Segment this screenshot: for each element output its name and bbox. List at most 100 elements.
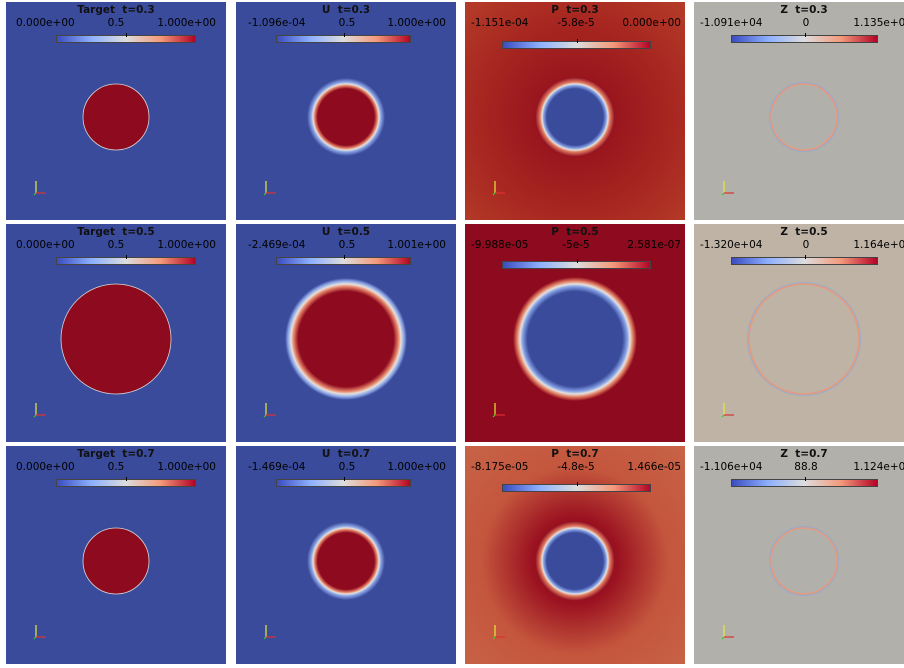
colorbar-max-label: 1.000e+00 xyxy=(387,17,446,29)
colorbar-mid-label: 0 xyxy=(802,239,810,251)
panel-p-row-1: P t=0.3 -1.151e-04 -5.8e-5 0.000e+00 xyxy=(465,2,685,220)
panel-title: Z t=0.7 xyxy=(780,448,828,460)
colorbar-labels: -1.320e+04 0 1.164e+04 xyxy=(700,239,904,253)
colorbar-labels: -8.175e-05 -4.8e-5 1.466e-05 xyxy=(471,461,681,475)
colorbar-mid-tick xyxy=(576,482,578,486)
colorbar-labels: -9.988e-05 -5e-5 2.581e-07 xyxy=(471,239,681,253)
colorbar xyxy=(731,477,878,487)
panel-p-row-2: P t=0.5 -9.988e-05 -5e-5 2.581e-07 xyxy=(465,224,685,442)
solution-circle xyxy=(285,278,407,400)
field-plot xyxy=(465,224,685,442)
panel-p-row-3: P t=0.7 -8.175e-05 -4.8e-5 1.466e-05 xyxy=(465,446,685,664)
colorbar-mid-label: -5e-5 xyxy=(562,239,590,251)
colorbar-mid-tick xyxy=(126,33,127,37)
panel-target-row-1: Target t=0.3 0.000e+00 0.5 1.000e+00 xyxy=(6,2,226,220)
orientation-axes-icon xyxy=(721,403,734,418)
colorbar-max-label: 1.000e+00 xyxy=(157,461,216,473)
colorbar-mid-tick xyxy=(804,477,806,481)
colorbar xyxy=(502,39,651,49)
target-circle xyxy=(82,83,150,151)
colorbar-mid-label: 0.5 xyxy=(338,239,356,251)
colorbar-max-label: 1.466e-05 xyxy=(627,461,681,473)
panel-title: Target t=0.7 xyxy=(77,448,155,460)
colorbar-mid-label: -4.8e-5 xyxy=(557,461,595,473)
panel-target-row-3: Target t=0.7 0.000e+00 0.5 1.000e+00 xyxy=(6,446,226,664)
colorbar-min-label: -9.988e-05 xyxy=(471,239,529,251)
colorbar-max-label: 1.000e+00 xyxy=(157,239,216,251)
panel-u-row-3: U t=0.7 -1.469e-04 0.5 1.000e+00 xyxy=(236,446,456,664)
field-plot xyxy=(465,446,685,664)
panel-z-row-3: Z t=0.7 -1.106e+04 88.8 1.124e+04 xyxy=(694,446,904,664)
panel-title: Target t=0.3 xyxy=(77,4,155,16)
colorbar-max-label: 0.000e+00 xyxy=(622,17,681,29)
panel-title: P t=0.7 xyxy=(551,448,599,460)
colorbar-labels: -1.096e-04 0.5 1.000e+00 xyxy=(248,17,446,31)
panel-title: Target t=0.5 xyxy=(77,226,155,238)
colorbar xyxy=(276,33,411,43)
colorbar-labels: -1.469e-04 0.5 1.000e+00 xyxy=(248,461,446,475)
pressure-circle xyxy=(535,77,615,157)
pressure-circle xyxy=(513,277,637,401)
colorbar-min-label: -1.106e+04 xyxy=(700,461,763,473)
panel-u-row-2: U t=0.5 -2.469e-04 0.5 1.001e+00 xyxy=(236,224,456,442)
colorbar-min-label: 0.000e+00 xyxy=(16,17,75,29)
orientation-axes-icon xyxy=(33,181,46,196)
colorbar-min-label: -1.151e-04 xyxy=(471,17,529,29)
colorbar-min-label: -1.469e-04 xyxy=(248,461,306,473)
colorbar-mid-label: 0.5 xyxy=(338,461,356,473)
panel-title: Z t=0.3 xyxy=(780,4,828,16)
colorbar xyxy=(502,482,651,492)
colorbar-max-label: 2.581e-07 xyxy=(627,239,681,251)
panel-u-row-1: U t=0.3 -1.096e-04 0.5 1.000e+00 xyxy=(236,2,456,220)
panel-title: U t=0.7 xyxy=(321,448,371,460)
colorbar-mid-tick xyxy=(343,477,345,481)
panel-title: U t=0.5 xyxy=(321,226,371,238)
colorbar-mid-label: 0.5 xyxy=(107,239,125,251)
ring-outer xyxy=(768,525,840,597)
colorbar xyxy=(276,255,411,265)
orientation-axes-icon xyxy=(721,625,734,640)
colorbar-labels: -1.091e+04 0 1.135e+04 xyxy=(700,17,904,31)
target-circle xyxy=(82,527,150,595)
colorbar xyxy=(56,255,196,265)
colorbar-min-label: 0.000e+00 xyxy=(16,461,75,473)
colorbar-min-label: -1.320e+04 xyxy=(700,239,763,251)
colorbar-mid-label: 0.5 xyxy=(107,461,125,473)
colorbar-mid-tick xyxy=(126,477,127,481)
colorbar xyxy=(276,477,411,487)
colorbar xyxy=(56,477,196,487)
colorbar xyxy=(731,33,878,43)
colorbar-labels: 0.000e+00 0.5 1.000e+00 xyxy=(16,17,216,31)
colorbar-mid-tick xyxy=(126,255,127,259)
colorbar-mid-tick xyxy=(576,259,578,263)
colorbar-mid-tick xyxy=(576,39,578,43)
colorbar-min-label: -1.096e-04 xyxy=(248,17,306,29)
ring-inner xyxy=(770,527,838,595)
orientation-axes-icon xyxy=(492,403,505,418)
colorbar-labels: -2.469e-04 0.5 1.001e+00 xyxy=(248,239,446,253)
solution-circle xyxy=(307,78,385,156)
pressure-circle xyxy=(535,521,615,601)
colorbar-labels: 0.000e+00 0.5 1.000e+00 xyxy=(16,461,216,475)
colorbar-max-label: 1.135e+04 xyxy=(853,17,904,29)
orientation-axes-icon xyxy=(492,625,505,640)
panel-z-row-2: Z t=0.5 -1.320e+04 0 1.164e+04 xyxy=(694,224,904,442)
colorbar-labels: -1.151e-04 -5.8e-5 0.000e+00 xyxy=(471,17,681,31)
colorbar-max-label: 1.164e+04 xyxy=(853,239,904,251)
target-circle xyxy=(60,283,172,395)
orientation-axes-icon xyxy=(263,403,276,418)
colorbar-mid-label: 88.8 xyxy=(794,461,818,473)
colorbar-mid-label: 0.5 xyxy=(107,17,125,29)
colorbar-mid-label: -5.8e-5 xyxy=(557,17,595,29)
colorbar-mid-tick xyxy=(804,33,806,37)
panel-z-row-1: Z t=0.3 -1.091e+04 0 1.135e+04 xyxy=(694,2,904,220)
ring-inner xyxy=(748,283,860,395)
colorbar-labels: -1.106e+04 88.8 1.124e+04 xyxy=(700,461,904,475)
panel-title: Z t=0.5 xyxy=(780,226,828,238)
orientation-axes-icon xyxy=(33,625,46,640)
colorbar-mid-label: 0.5 xyxy=(338,17,356,29)
colorbar-max-label: 1.000e+00 xyxy=(387,461,446,473)
orientation-axes-icon xyxy=(33,403,46,418)
field-plot xyxy=(236,224,456,442)
colorbar-mid-tick xyxy=(804,255,806,259)
